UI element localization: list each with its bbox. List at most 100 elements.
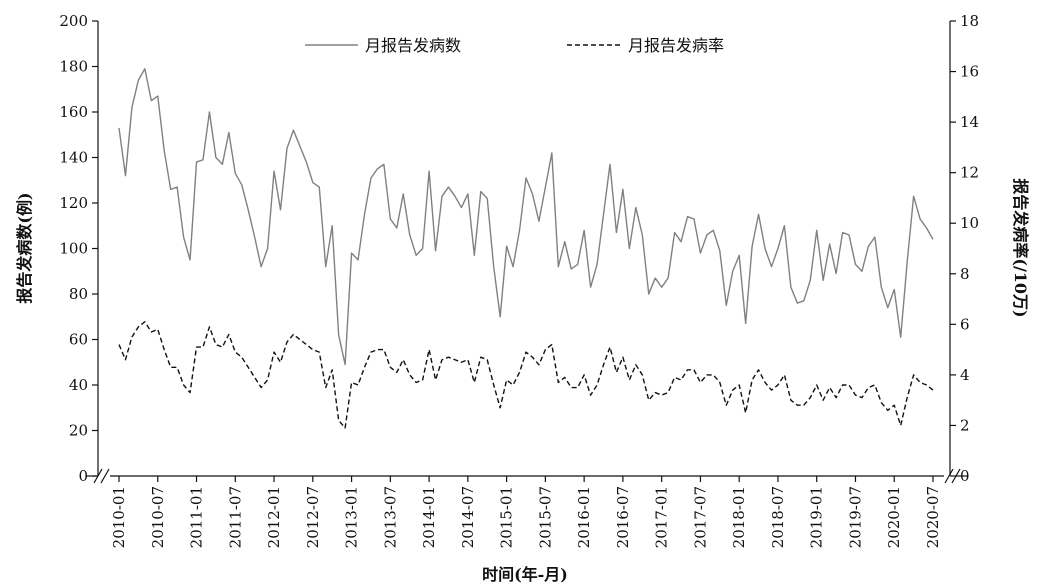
x-tick-label: 2011-07 <box>226 486 244 548</box>
x-tick-2011-01: 2011-01 <box>188 476 206 548</box>
left-tick-60: 60 <box>69 331 98 349</box>
series-points-1 <box>119 322 933 428</box>
axes <box>86 21 968 484</box>
series-points-0 <box>119 69 933 365</box>
left-tick-label: 100 <box>59 240 88 258</box>
right-tick-label: 16 <box>960 63 979 81</box>
right-tick-label: 6 <box>960 315 970 333</box>
x-tick-2018-07: 2018-07 <box>769 476 787 548</box>
left-tick-label: 140 <box>59 149 88 167</box>
right-tick-2: 2 <box>950 416 970 434</box>
x-tick-2017-07: 2017-07 <box>691 476 709 548</box>
left-tick-label: 200 <box>59 12 88 30</box>
x-tick-2012-01: 2012-01 <box>265 476 283 548</box>
x-tick-label: 2014-07 <box>459 486 477 548</box>
left-axis-title: 报告发病数(例) <box>15 192 34 303</box>
x-tick-label: 2015-07 <box>536 486 554 548</box>
x-tick-2014-07: 2014-07 <box>459 476 477 548</box>
x-tick-2020-07: 2020-07 <box>924 476 942 548</box>
right-tick-10: 10 <box>950 214 979 232</box>
right-tick-label: 10 <box>960 214 979 232</box>
left-tick-label: 180 <box>59 58 88 76</box>
left-tick-label: 80 <box>69 285 88 303</box>
left-tick-40: 40 <box>69 376 98 394</box>
right-tick-4: 4 <box>950 366 970 384</box>
x-tick-label: 2012-07 <box>304 486 322 548</box>
left-tick-200: 200 <box>59 12 98 30</box>
x-tick-label: 2020-01 <box>885 486 903 548</box>
x-tick-label: 2019-01 <box>808 486 826 548</box>
x-tick-label: 2019-07 <box>846 486 864 548</box>
x-tick-2016-01: 2016-01 <box>575 476 593 548</box>
left-tick-label: 20 <box>69 422 88 440</box>
left-tick-180: 180 <box>59 58 98 76</box>
x-tick-2013-01: 2013-01 <box>343 476 361 548</box>
right-tick-label: 12 <box>960 164 979 182</box>
x-tick-2018-01: 2018-01 <box>730 476 748 548</box>
x-tick-2015-07: 2015-07 <box>536 476 554 548</box>
x-tick-2015-01: 2015-01 <box>498 476 516 548</box>
x-tick-label: 2020-07 <box>924 486 942 548</box>
x-tick-2019-07: 2019-07 <box>846 476 864 548</box>
left-tick-label: 0 <box>78 467 88 485</box>
left-tick-140: 140 <box>59 149 98 167</box>
x-tick-label: 2010-01 <box>110 486 128 548</box>
left-tick-80: 80 <box>69 285 98 303</box>
right-tick-0: 0 <box>950 467 970 485</box>
x-tick-2014-01: 2014-01 <box>420 476 438 548</box>
right-tick-12: 12 <box>950 164 979 182</box>
right-tick-8: 8 <box>950 265 970 283</box>
x-tick-2013-07: 2013-07 <box>381 476 399 548</box>
right-y-ticks: 0 2 4 6 8 10 12 14 16 18 <box>950 12 979 485</box>
x-tick-label: 2017-07 <box>691 486 709 548</box>
right-tick-label: 4 <box>960 366 970 384</box>
x-tick-2017-01: 2017-01 <box>653 476 671 548</box>
x-tick-2010-07: 2010-07 <box>149 476 167 548</box>
right-tick-6: 6 <box>950 315 970 333</box>
legend-label-cases: 月报告发病数 <box>365 36 461 55</box>
x-tick-2011-07: 2011-07 <box>226 476 244 548</box>
x-tick-2010-01: 2010-01 <box>110 476 128 548</box>
x-tick-label: 2010-07 <box>149 486 167 548</box>
x-ticks: 2010-01 2010-07 2011-01 2011-07 2012-01 2012-… <box>110 476 942 548</box>
series-line-cases <box>118 68 934 366</box>
x-tick-label: 2018-01 <box>730 486 748 548</box>
right-tick-16: 16 <box>950 63 979 81</box>
right-axis-title: 报告发病率(/10万) <box>1011 178 1030 317</box>
x-axis-title: 时间(年-月) <box>482 565 568 584</box>
right-tick-label: 8 <box>960 265 970 283</box>
x-tick-label: 2014-01 <box>420 486 438 548</box>
x-tick-label: 2015-01 <box>498 486 516 548</box>
right-tick-label: 18 <box>960 12 979 30</box>
right-tick-14: 14 <box>950 113 979 131</box>
x-tick-2016-07: 2016-07 <box>614 476 632 548</box>
left-tick-160: 160 <box>59 103 98 121</box>
left-tick-label: 160 <box>59 103 88 121</box>
x-tick-label: 2016-07 <box>614 486 632 548</box>
left-tick-label: 60 <box>69 331 88 349</box>
right-tick-label: 0 <box>960 467 970 485</box>
x-tick-label: 2011-01 <box>188 486 206 548</box>
legend-label-rate: 月报告发病率 <box>628 36 724 55</box>
x-tick-2020-01: 2020-01 <box>885 476 903 548</box>
x-tick-label: 2013-07 <box>381 486 399 548</box>
left-tick-label: 120 <box>59 194 88 212</box>
left-tick-100: 100 <box>59 240 98 258</box>
right-tick-label: 14 <box>960 113 979 131</box>
x-tick-label: 2012-01 <box>265 486 283 548</box>
legend: 月报告发病数 月报告发病率 <box>305 36 724 55</box>
left-tick-20: 20 <box>69 422 98 440</box>
right-tick-label: 2 <box>960 416 970 434</box>
left-tick-0: 0 <box>78 467 98 485</box>
x-tick-2019-01: 2019-01 <box>808 476 826 548</box>
x-tick-label: 2018-07 <box>769 486 787 548</box>
series-layer <box>118 68 934 429</box>
x-tick-2012-07: 2012-07 <box>304 476 322 548</box>
left-tick-label: 40 <box>69 376 88 394</box>
left-tick-120: 120 <box>59 194 98 212</box>
series-line-rate <box>118 321 934 429</box>
x-tick-label: 2017-01 <box>653 486 671 548</box>
x-tick-label: 2013-01 <box>343 486 361 548</box>
x-tick-label: 2016-01 <box>575 486 593 548</box>
